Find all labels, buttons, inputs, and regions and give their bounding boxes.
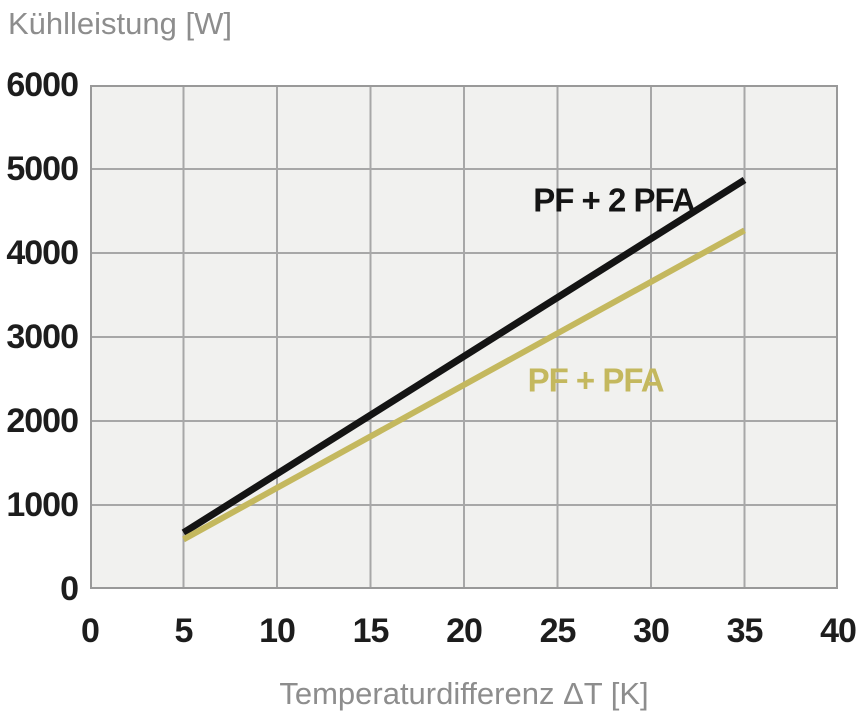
plot-area: PF + 2 PFA PF + PFA: [90, 85, 838, 589]
x-tick-label: 30: [633, 612, 670, 650]
y-tick-label: 4000: [6, 234, 79, 272]
x-tick-label: 20: [446, 612, 483, 650]
plot-canvas: [90, 85, 838, 589]
series-line-pf-2-pfa: [181, 176, 747, 536]
x-tick-label: 0: [81, 612, 100, 650]
y-tick-label: 5000: [6, 150, 79, 188]
x-tick-label: 25: [539, 612, 577, 650]
x-tick-label: 40: [820, 612, 857, 650]
x-tick-label: 15: [352, 612, 390, 650]
y-axis-title: Kühlleistung [W]: [8, 6, 232, 41]
x-tick-label: 10: [259, 612, 296, 650]
x-tick-label: 5: [174, 612, 194, 650]
series-label-pf-pfa: PF + PFA: [527, 361, 665, 399]
y-axis-ticks: 0 1000 2000 3000 4000 5000 6000: [0, 0, 79, 722]
x-axis-ticks: 0 5 10 15 20 25 30 35 40: [0, 614, 860, 654]
y-tick-label: 3000: [6, 318, 79, 356]
y-tick-label: 2000: [6, 402, 79, 440]
x-tick-label: 35: [726, 612, 764, 650]
x-axis-title: Temperaturdifferenz ΔT [K]: [279, 676, 649, 711]
y-tick-label: 0: [60, 570, 79, 608]
series-line-pf-pfa: [182, 227, 746, 543]
plot-border: [90, 85, 838, 589]
y-tick-label: 1000: [6, 486, 79, 524]
series-label-pf-2-pfa: PF + 2 PFA: [533, 181, 695, 219]
y-tick-label: 6000: [6, 66, 79, 104]
